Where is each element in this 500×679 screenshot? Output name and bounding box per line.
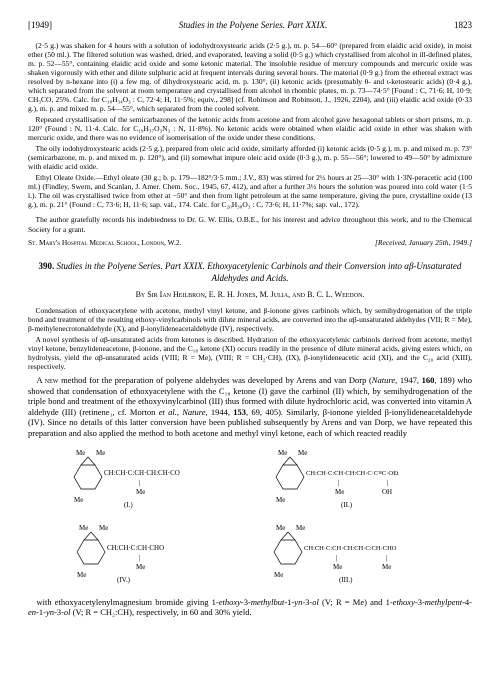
body-para-2: Repeated crystallisation of the semicarb… [28, 115, 472, 142]
svg-text:CH:CH·C:CH·CH:CH·C·C≡C·OEt: CH:CH·C:CH·CH:CH·C·C≡C·OEt [306, 470, 399, 477]
received-date: [Received, January 25th, 1949.] [375, 238, 472, 247]
svg-text:Me: Me [274, 571, 283, 579]
header-year: [1949] [28, 20, 52, 31]
structure-IV: Me Me CH:CH·C:CH·CHO | Me Me (IV.) [57, 522, 197, 589]
svg-text:(IV.): (IV.) [117, 576, 131, 584]
svg-text:(III.): (III.) [339, 576, 353, 584]
svg-text:Me: Me [76, 449, 85, 457]
structure-II-svg: Me Me CH:CH·C:CH·CH:CH·C·C≡C·OEt | | Me Me… [256, 447, 446, 512]
acknowledgement: The author gratefully records his indebt… [28, 215, 472, 234]
body-para-3: The oily iodohydroxystearic acids (2·5 g… [28, 144, 472, 171]
svg-text:Me: Me [333, 563, 342, 571]
main-para-2: with ethoxyacetylenylmagnesium bromide g… [28, 597, 472, 618]
svg-text:Me: Me [276, 524, 285, 532]
svg-text:Me: Me [136, 488, 145, 496]
svg-text:(I.): (I.) [124, 501, 133, 509]
svg-text:Me: Me [296, 524, 305, 532]
svg-text:OH: OH [382, 488, 392, 496]
svg-text:CH:CH·C:CH·CH:CH·C:CH·CHO: CH:CH·C:CH·CH:CH·C:CH·CHO [304, 545, 397, 552]
svg-text:Me: Me [278, 449, 287, 457]
svg-text:Me: Me [382, 563, 391, 571]
svg-text:(II.): (II.) [341, 501, 353, 509]
running-header: [1949] Studies in the Polyene Series. Pa… [28, 20, 472, 31]
header-title: Studies in the Polyene Series. Part XXIX… [179, 20, 327, 31]
svg-text:Me: Me [335, 488, 344, 496]
article-authors: By Sir Ian Heilbron, E. R. H. Jones, M. … [28, 290, 472, 300]
svg-text:Me: Me [77, 571, 86, 579]
body-para-4: Ethyl Oleate Oxide.—Ethyl oleate (30 g.;… [28, 173, 472, 209]
svg-text:|: | [338, 479, 339, 487]
structure-III: Me Me CH:CH·C:CH·CH:CH·C:CH·CHO | | Me Me M… [254, 522, 444, 589]
chemical-structures-row-1: Me Me CH:CH·C:CH·CH:CH·CO | Me Me (I.) Me… [28, 447, 472, 514]
abstract-para-1: Condensation of ethoxyacetylene with ace… [28, 306, 472, 333]
svg-text:|: | [139, 479, 140, 487]
header-page: 1823 [454, 20, 472, 31]
svg-text:|: | [387, 479, 388, 487]
main-para-1-text: method for the preparation of polyene al… [28, 375, 472, 438]
svg-text:Me: Me [276, 496, 285, 504]
svg-text:|: | [139, 554, 140, 562]
affiliation-institution: St. Mary's Hospital Medical School, Lond… [28, 238, 182, 247]
article-number: 390. [39, 261, 55, 271]
body-para-1: (2·5 g.) was shaken for 4 hours with a s… [28, 41, 472, 113]
svg-text:CH:CH·C:CH·CHO: CH:CH·C:CH·CHO [107, 544, 164, 552]
svg-text:Me: Me [74, 496, 83, 504]
svg-text:Me: Me [99, 524, 108, 532]
abstract-para-2: A novel synthesis of αβ-unsaturated acid… [28, 335, 472, 371]
svg-text:CH:CH·C:CH·CH:CH·CO: CH:CH·C:CH·CH:CH·CO [104, 469, 180, 477]
structure-IV-svg: Me Me CH:CH·C:CH·CHO | Me Me (IV.) [57, 522, 197, 587]
svg-text:Me: Me [96, 449, 105, 457]
article-title: Studies in the Polyene Series. Part XXIX… [57, 261, 462, 282]
structure-I-svg: Me Me CH:CH·C:CH·CH:CH·CO | Me Me (I.) [54, 447, 204, 512]
svg-text:Me: Me [79, 524, 88, 532]
svg-text:Me: Me [298, 449, 307, 457]
svg-text:Me: Me [136, 563, 145, 571]
affiliation-line: St. Mary's Hospital Medical School, Lond… [28, 238, 472, 247]
article-title-block: 390. Studies in the Polyene Series. Part… [28, 261, 472, 284]
svg-text:|: | [336, 554, 337, 562]
chemical-structures-row-2: Me Me CH:CH·C:CH·CHO | Me Me (IV.) Me Me C… [28, 522, 472, 589]
structure-III-svg: Me Me CH:CH·C:CH·CH:CH·C:CH·CHO | | Me Me M… [254, 522, 444, 587]
structure-I: Me Me CH:CH·C:CH·CH:CH·CO | Me Me (I.) [54, 447, 204, 514]
svg-text:|: | [386, 554, 387, 562]
structure-II: Me Me CH:CH·C:CH·CH:CH·C·C≡C·OEt | | Me Me… [256, 447, 446, 514]
main-para-1: A new method for the preparation of poly… [28, 375, 472, 439]
